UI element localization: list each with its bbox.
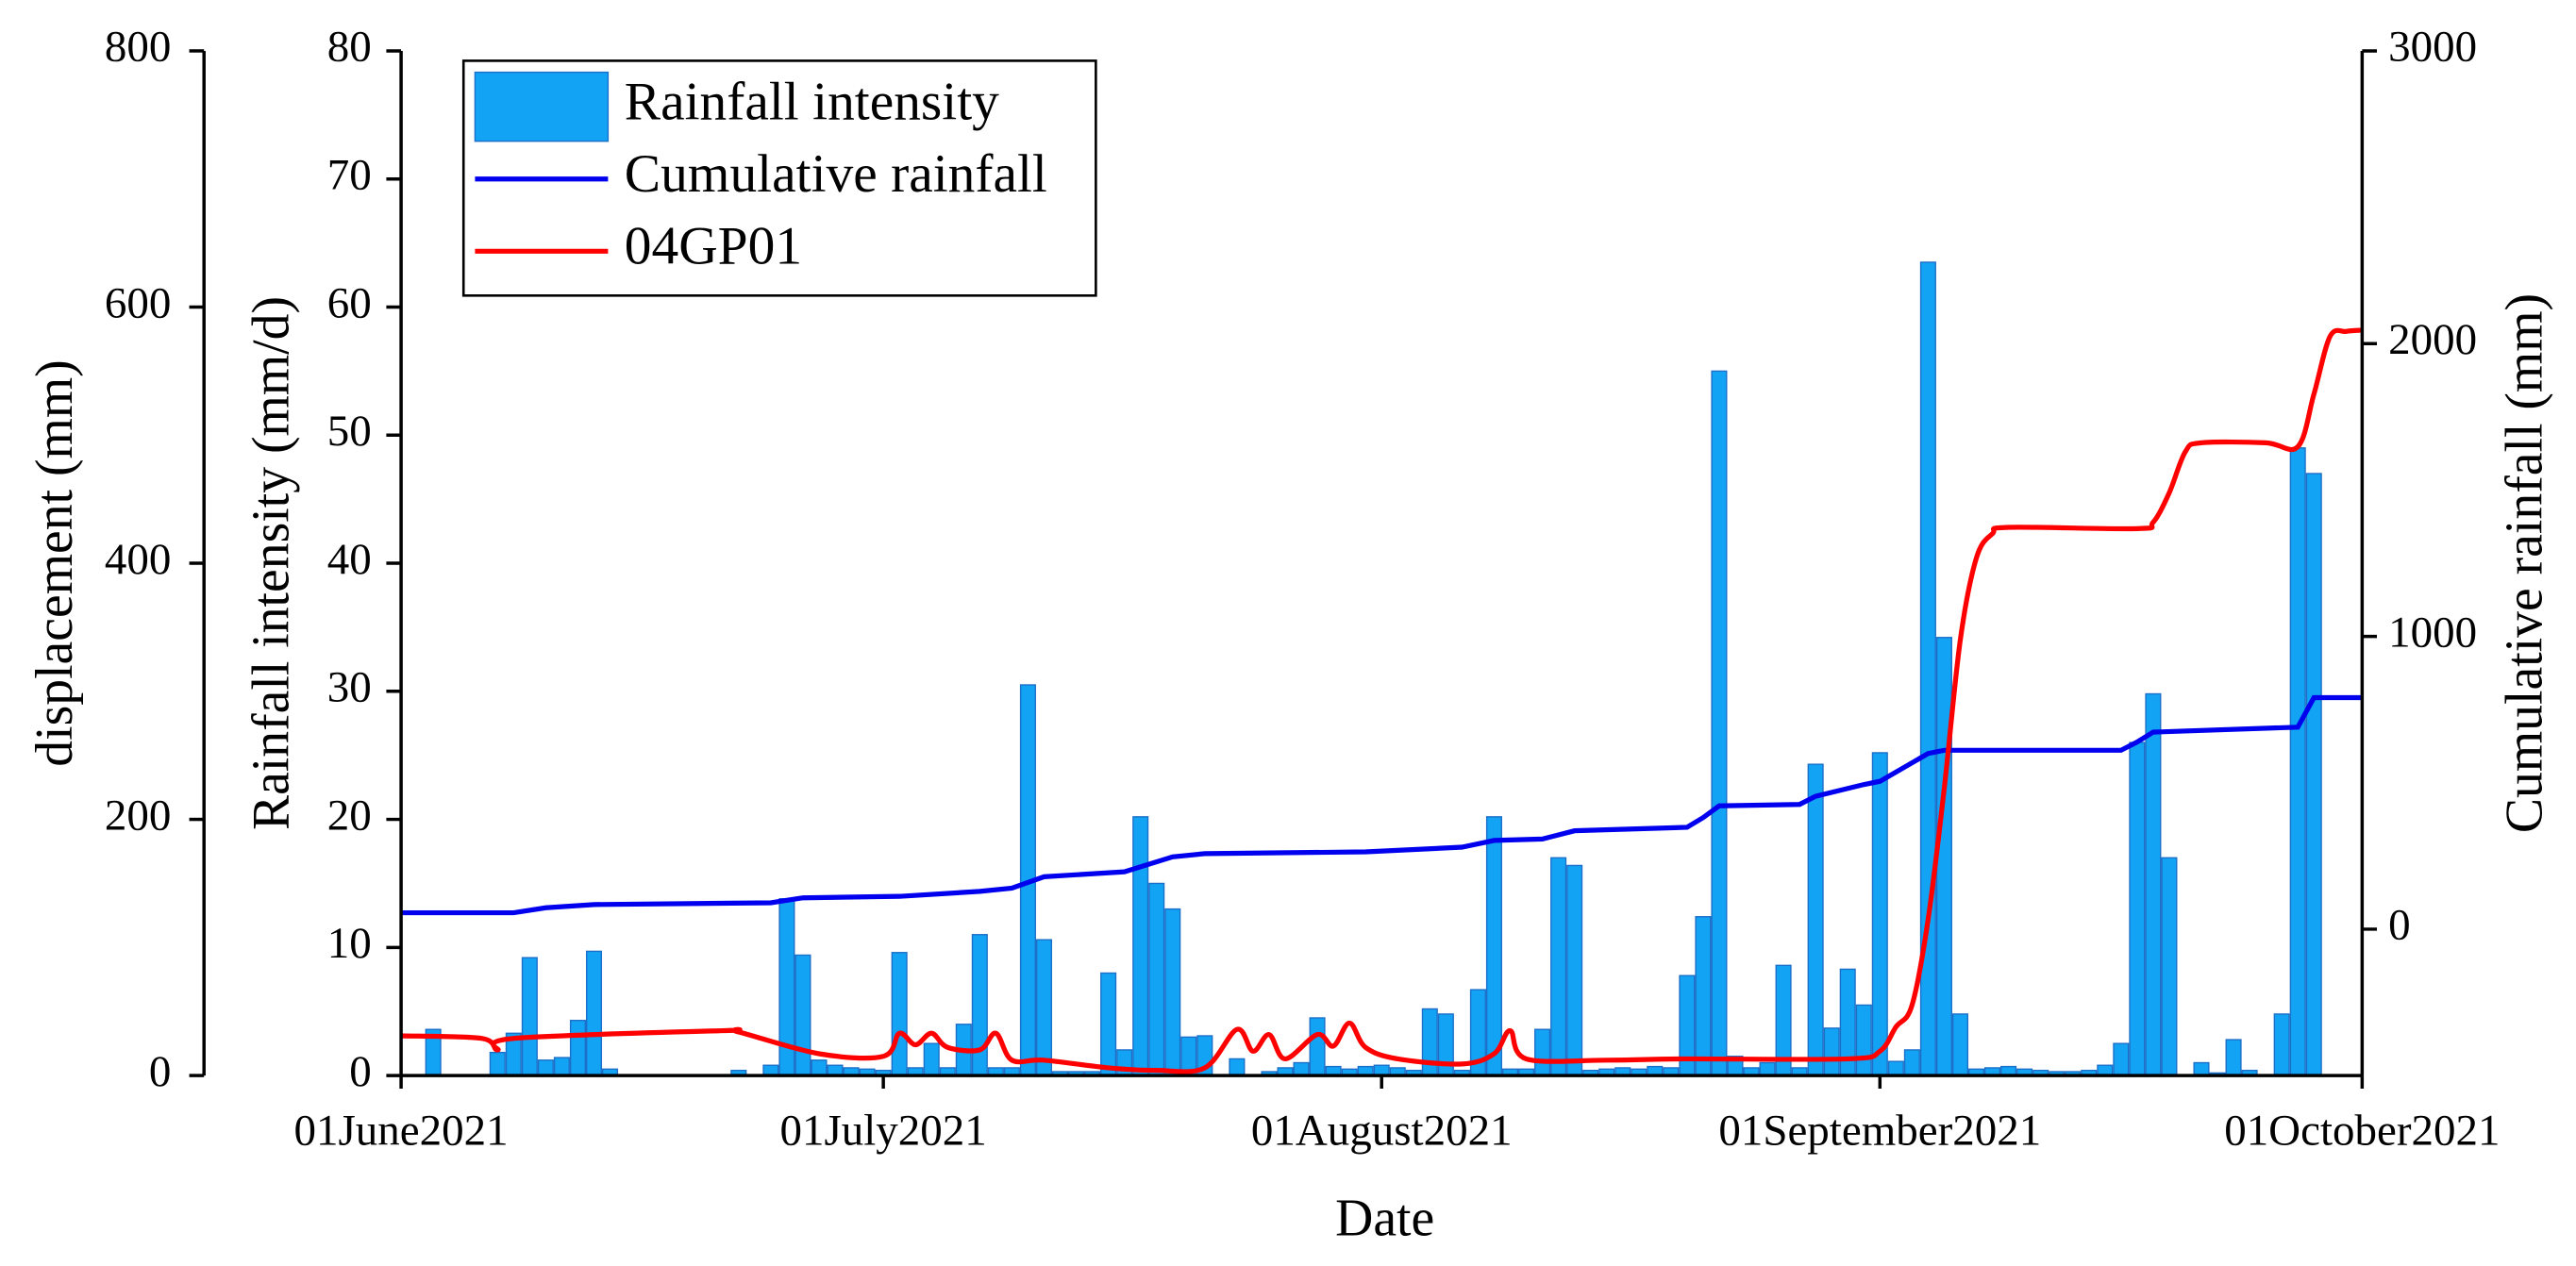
bar [2273, 1013, 2290, 1076]
bar [521, 957, 538, 1076]
legend-swatch [474, 71, 610, 142]
y3-tick-label: 0 [149, 1047, 172, 1096]
bar [1887, 1060, 1904, 1076]
bar [2305, 473, 2322, 1076]
bar [1711, 370, 1728, 1076]
bar [891, 952, 908, 1076]
bar [1566, 864, 1583, 1076]
bar [537, 1059, 554, 1076]
x-tick-label: 01August2021 [1251, 1107, 1513, 1156]
y2-tick-label: 0 [2388, 901, 2411, 950]
x-axis-label: Date [1335, 1190, 1434, 1248]
legend: Rainfall intensity Cumulative rainfall 04G… [461, 59, 1097, 297]
y3-tick-label: 200 [105, 791, 171, 840]
bar [2129, 741, 2146, 1076]
bar [1293, 1061, 1310, 1076]
bar [1807, 763, 1824, 1076]
y3-tick-label: 800 [105, 23, 171, 72]
y2-tick-label: 3000 [2388, 23, 2477, 72]
line [400, 327, 2363, 1074]
legend-label: Rainfall intensity [625, 72, 999, 131]
legend-label: 04GP01 [625, 216, 802, 275]
bar [2145, 692, 2162, 1076]
legend-label: Cumulative rainfall [625, 144, 1047, 204]
x-tick-label: 01October2021 [2224, 1107, 2500, 1156]
y-tick-label: 10 [327, 919, 372, 968]
y2-tick-label: 1000 [2388, 608, 2477, 657]
bar [1164, 908, 1181, 1076]
x-tick-label: 01September2021 [1718, 1107, 2041, 1156]
y3-tick-label: 400 [105, 535, 171, 584]
y2-axis-label: Cumulative rainfall (mm) [2496, 293, 2554, 833]
y-tick-label: 60 [327, 278, 372, 327]
bar [1534, 1028, 1551, 1076]
bar [923, 1042, 940, 1076]
y-tick-label: 40 [327, 535, 372, 584]
y3-axis-label: displacement (mm) [25, 359, 84, 766]
y-tick-label: 20 [327, 791, 372, 840]
x-tick-label: 01July2021 [779, 1107, 986, 1156]
bar [585, 950, 603, 1076]
y-tick-label: 30 [327, 663, 372, 712]
y-tick-label: 80 [327, 23, 372, 72]
bar [2225, 1039, 2242, 1076]
bar [1759, 1061, 1776, 1076]
y-tick-label: 70 [327, 151, 372, 200]
bar [1035, 939, 1053, 1076]
bar [1309, 1017, 1326, 1076]
bar [1695, 916, 1712, 1076]
bar [1229, 1058, 1246, 1076]
bar [489, 1051, 506, 1076]
y3-tick-label: 600 [105, 278, 171, 327]
bar [971, 934, 988, 1076]
bar [795, 954, 811, 1076]
bar [1100, 972, 1117, 1076]
bar [1550, 857, 1567, 1076]
bar [1951, 1013, 1969, 1076]
bar [2289, 447, 2306, 1076]
bar [1935, 637, 1952, 1076]
y-tick-label: 50 [327, 407, 372, 456]
line [401, 694, 2363, 916]
bar [1148, 882, 1165, 1076]
bar [553, 1057, 570, 1076]
bar [811, 1059, 828, 1076]
bar [1903, 1049, 1920, 1076]
plot-area [400, 261, 2363, 1076]
y-tick-label: 0 [349, 1047, 371, 1096]
x-tick-label: 01June2021 [294, 1107, 509, 1156]
bar [1823, 1027, 1840, 1076]
bar [1855, 1004, 1872, 1076]
bar [2193, 1061, 2210, 1076]
bar [1132, 816, 1149, 1076]
y2-tick-label: 2000 [2388, 315, 2477, 364]
bar [569, 1020, 586, 1076]
bar [2161, 857, 2178, 1076]
y-axis-label: Rainfall intensity (mm/d) [243, 296, 301, 830]
bar [1871, 752, 1888, 1076]
bar [1485, 816, 1502, 1076]
bar [2113, 1042, 2130, 1076]
